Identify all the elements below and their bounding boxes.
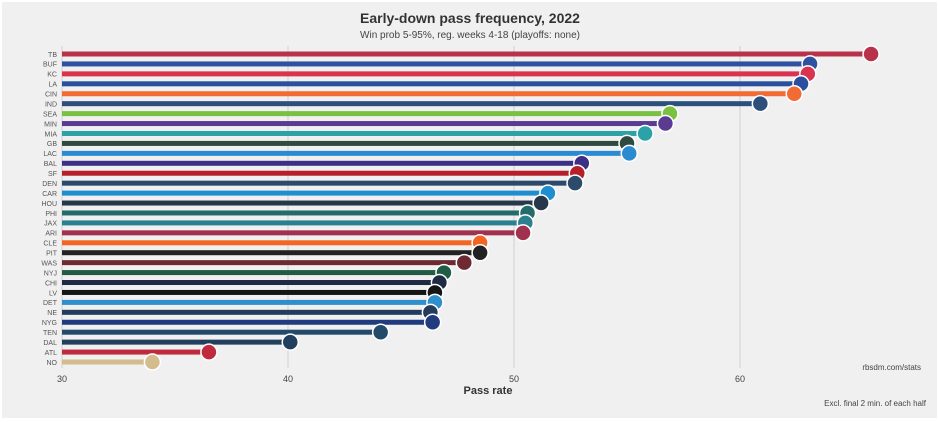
chart-title: Early-down pass frequency, 2022 bbox=[360, 10, 580, 26]
team-logo-no bbox=[143, 353, 162, 371]
y-tick-label: BUF bbox=[43, 62, 57, 69]
y-tick-label: DET bbox=[43, 300, 58, 307]
y-tick-label: LA bbox=[48, 82, 57, 89]
team-logo-ten bbox=[371, 323, 390, 341]
y-tick-label: CIN bbox=[45, 92, 57, 99]
chart-subtitle: Win prob 5-95%, reg. weeks 4-18 (playoff… bbox=[360, 30, 580, 41]
bar-min bbox=[62, 121, 666, 127]
y-tick-label: DAL bbox=[43, 340, 57, 347]
y-tick-label: CHI bbox=[45, 280, 57, 287]
x-tick-label: 30 bbox=[57, 374, 67, 384]
bar-car bbox=[62, 190, 548, 196]
y-tick-label: JAX bbox=[44, 221, 57, 228]
bar-det bbox=[62, 299, 435, 305]
bar-dal bbox=[62, 339, 291, 345]
team-logo-dal bbox=[281, 333, 300, 351]
y-tick-label: CAR bbox=[42, 191, 57, 198]
x-tick-label: 40 bbox=[283, 374, 293, 384]
bar-lv bbox=[62, 289, 435, 295]
footnote: Excl. final 2 min. of each half bbox=[824, 399, 927, 408]
bar-cle bbox=[62, 240, 481, 246]
bar-jax bbox=[62, 220, 526, 226]
y-tick-label: CLE bbox=[43, 241, 57, 248]
bar-nyj bbox=[62, 270, 444, 276]
team-logo-cin bbox=[785, 84, 803, 103]
y-tick-label: ARI bbox=[45, 231, 57, 238]
y-tick-label: LV bbox=[49, 290, 57, 297]
bar-ari bbox=[62, 230, 524, 236]
y-tick-label: TEN bbox=[43, 330, 57, 337]
y-tick-label: PHI bbox=[45, 211, 57, 218]
y-tick-label: NYG bbox=[42, 320, 57, 327]
bar-was bbox=[62, 260, 465, 266]
bar-mia bbox=[62, 130, 646, 136]
bar-cin bbox=[62, 91, 795, 97]
bar-den bbox=[62, 180, 576, 186]
y-tick-label: LAC bbox=[43, 151, 57, 158]
team-logo-pit bbox=[471, 243, 489, 262]
y-tick-label: NYJ bbox=[44, 270, 57, 277]
y-tick-label: NO bbox=[47, 360, 58, 367]
y-tick-label: NE bbox=[47, 310, 57, 317]
x-tick-label: 60 bbox=[735, 374, 745, 384]
y-tick-label: IND bbox=[45, 101, 57, 108]
x-tick-label: 50 bbox=[509, 374, 519, 384]
y-tick-label: MIA bbox=[45, 131, 58, 138]
bar-lac bbox=[62, 150, 630, 156]
x-axis-label: Pass rate bbox=[464, 385, 513, 397]
y-tick-label: KC bbox=[47, 72, 57, 79]
team-logo-mia bbox=[636, 124, 654, 143]
bar-ne bbox=[62, 309, 431, 315]
source-note: rbsdm.com/stats bbox=[862, 363, 921, 372]
y-tick-label: HOU bbox=[41, 201, 57, 208]
bar-buf bbox=[62, 61, 811, 67]
bar-bal bbox=[62, 160, 582, 166]
team-logo-den bbox=[566, 174, 584, 192]
y-tick-label: GB bbox=[47, 141, 57, 148]
y-tick-label: SF bbox=[48, 171, 57, 178]
y-tick-label: DEN bbox=[42, 181, 57, 188]
team-logo-lac bbox=[620, 144, 639, 163]
team-logo-hou bbox=[532, 194, 550, 212]
bar-ind bbox=[62, 101, 761, 107]
bar-hou bbox=[62, 200, 542, 206]
bar-kc bbox=[62, 71, 808, 77]
bar-la bbox=[62, 81, 802, 87]
bar-no bbox=[62, 359, 153, 365]
bar-phi bbox=[62, 210, 528, 216]
y-tick-label: WAS bbox=[41, 260, 57, 267]
y-tick-label: ATL bbox=[45, 350, 57, 357]
y-tick-label: PIT bbox=[46, 251, 58, 258]
bar-nyg bbox=[62, 319, 433, 325]
team-logo-atl bbox=[200, 343, 218, 361]
y-tick-label: BAL bbox=[44, 161, 57, 168]
team-logo-nyg bbox=[423, 313, 442, 332]
team-logo-tb bbox=[862, 45, 880, 63]
team-logo-ind bbox=[751, 94, 770, 113]
y-tick-label: MIN bbox=[44, 121, 57, 128]
bar-pit bbox=[62, 250, 481, 256]
bar-sf bbox=[62, 170, 578, 176]
team-logo-min bbox=[656, 114, 675, 133]
y-tick-label: SEA bbox=[43, 111, 57, 118]
bar-sea bbox=[62, 111, 670, 117]
bar-gb bbox=[62, 140, 627, 146]
y-tick-label: TB bbox=[48, 52, 57, 59]
bar-tb bbox=[62, 51, 872, 57]
bar-chi bbox=[62, 280, 440, 286]
bar-atl bbox=[62, 349, 209, 355]
bar-ten bbox=[62, 329, 381, 335]
team-logo-was bbox=[455, 253, 474, 272]
team-logo-ari bbox=[514, 224, 532, 242]
